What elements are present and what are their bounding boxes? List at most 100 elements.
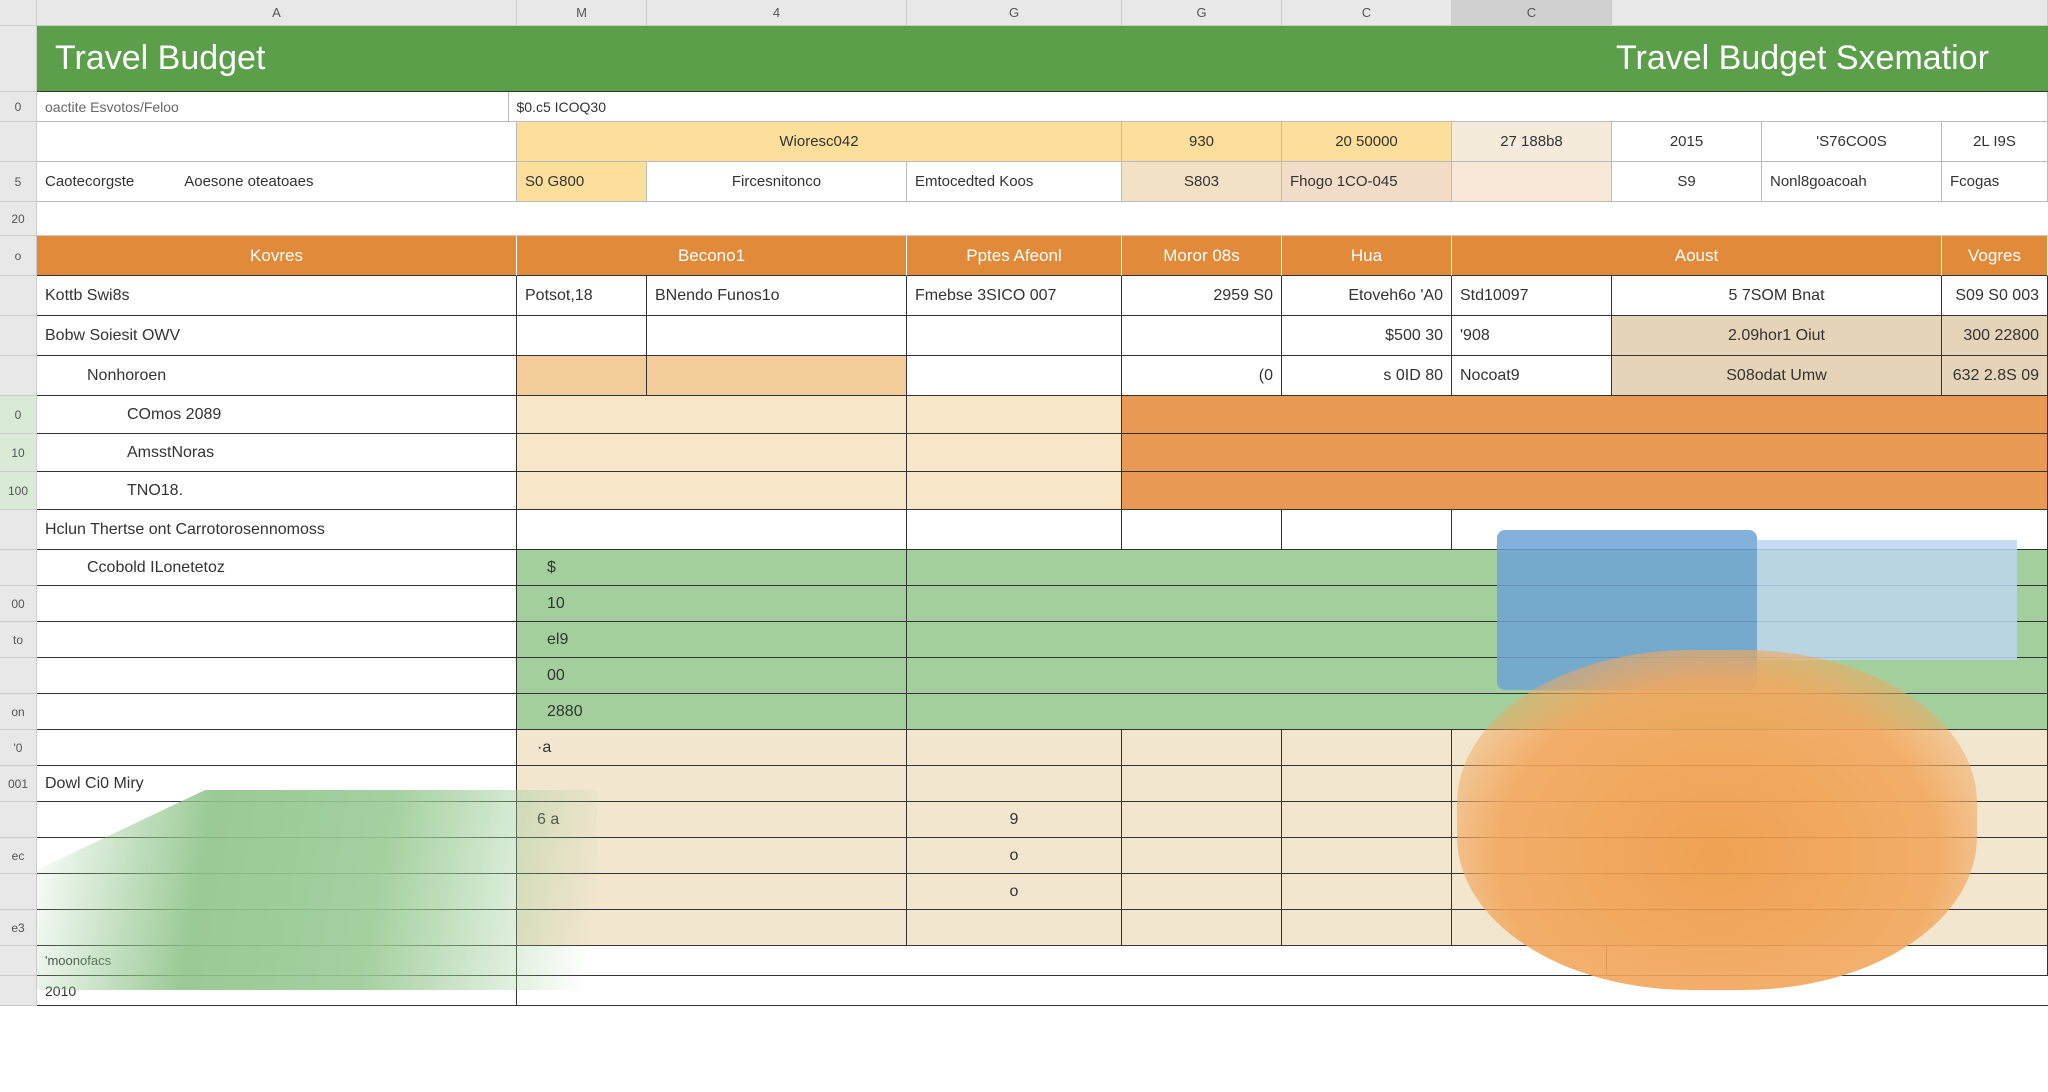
cell[interactable] [1122, 874, 1282, 910]
cell[interactable] [907, 316, 1122, 356]
col-header-d[interactable]: G [907, 0, 1122, 25]
col-header-f[interactable]: C [1282, 0, 1452, 25]
cell[interactable]: el9 [517, 622, 907, 658]
col-header-a[interactable]: A [37, 0, 517, 25]
cell[interactable]: S09 S0 003 [1942, 276, 2048, 316]
cell[interactable] [907, 766, 1122, 802]
row-number[interactable]: 10 [0, 434, 37, 472]
info-cell[interactable]: oactite Esvotos/Feloo [37, 92, 509, 122]
cell[interactable] [907, 510, 1122, 550]
cell[interactable] [37, 874, 517, 910]
cell[interactable]: Kottb Swi8s [37, 276, 517, 316]
row-number[interactable]: 001 [0, 766, 37, 802]
row-number[interactable] [0, 976, 37, 1006]
row-number[interactable] [0, 874, 37, 910]
cell[interactable] [517, 472, 907, 510]
row-number[interactable]: 20 [0, 202, 37, 236]
info-cell[interactable]: S0 G800 [517, 162, 647, 202]
row-number[interactable] [0, 122, 37, 162]
cell[interactable]: o [907, 874, 1122, 910]
cell[interactable] [1452, 730, 2048, 766]
cell[interactable] [907, 472, 1122, 510]
cell[interactable]: $500 30 [1282, 316, 1452, 356]
cell[interactable] [1282, 802, 1452, 838]
cell[interactable] [907, 396, 1122, 434]
info-cell[interactable] [1452, 162, 1612, 202]
cell[interactable] [907, 658, 2048, 694]
info-cell[interactable]: 27 188b8 [1452, 122, 1612, 162]
cell[interactable]: TNO18. [37, 472, 517, 510]
cell[interactable]: Bobw Soiesit OWV [37, 316, 517, 356]
cell[interactable] [517, 396, 907, 434]
info-cell[interactable]: $0.c5 ICOQ30 [509, 92, 2048, 122]
cell[interactable] [1282, 874, 1452, 910]
row-number[interactable] [0, 510, 37, 550]
row-number[interactable]: ec [0, 838, 37, 874]
cell[interactable] [907, 550, 2048, 586]
info-cell[interactable]: Fcogas [1942, 162, 2048, 202]
info-cell[interactable]: Wioresc042 [517, 122, 1122, 162]
cell[interactable] [907, 910, 1122, 946]
row-number[interactable]: on [0, 694, 37, 730]
cell[interactable] [1282, 910, 1452, 946]
cell[interactable]: 632 2.8S 09 [1942, 356, 2048, 396]
footer-cell[interactable]: 2010 [37, 976, 517, 1006]
row-number[interactable] [0, 356, 37, 396]
cell[interactable]: (0 [1122, 356, 1282, 396]
cell[interactable] [1122, 472, 2048, 510]
cell[interactable] [1122, 766, 1282, 802]
cell[interactable] [37, 622, 517, 658]
row-number[interactable] [0, 658, 37, 694]
cell[interactable] [1452, 838, 2048, 874]
info-cell[interactable]: Caotecorgste Aoesone oteatoaes [37, 162, 517, 202]
cell[interactable] [1282, 510, 1452, 550]
cell[interactable]: $ [517, 550, 907, 586]
col-header-e[interactable]: G [1122, 0, 1282, 25]
row-number[interactable] [0, 802, 37, 838]
cell[interactable] [517, 976, 2048, 1006]
col-header-rest[interactable] [1612, 0, 2048, 25]
table-header[interactable]: Aoust [1452, 236, 1942, 276]
row-number[interactable]: '0 [0, 730, 37, 766]
cell[interactable] [37, 658, 517, 694]
cell[interactable]: ·a [517, 730, 907, 766]
row-number[interactable]: o [0, 236, 37, 276]
cell[interactable]: Nocoat9 [1452, 356, 1612, 396]
info-cell[interactable]: Emtocedted Koos [907, 162, 1122, 202]
cell[interactable] [1122, 802, 1282, 838]
table-header[interactable]: Pptes Afeonl [907, 236, 1122, 276]
cell[interactable] [1452, 874, 2048, 910]
cell[interactable]: Potsot,18 [517, 276, 647, 316]
cell[interactable] [907, 356, 1122, 396]
info-cell[interactable]: Fhogo 1CO-045 [1282, 162, 1452, 202]
cell[interactable] [37, 694, 517, 730]
cell[interactable] [907, 730, 1122, 766]
table-header[interactable]: Moror 08s [1122, 236, 1282, 276]
cell[interactable] [517, 316, 647, 356]
row-number[interactable]: to [0, 622, 37, 658]
section-label[interactable]: Hclun Thertse ont Carrotorosennomoss [37, 510, 517, 550]
cell[interactable] [1282, 838, 1452, 874]
info-cell[interactable]: 930 [1122, 122, 1282, 162]
row-number[interactable]: 0 [0, 396, 37, 434]
table-header[interactable]: Kovres [37, 236, 517, 276]
cell[interactable] [907, 586, 2048, 622]
title-left[interactable]: Travel Budget [37, 26, 1602, 92]
cell[interactable] [517, 510, 907, 550]
info-cell[interactable]: 2L I9S [1942, 122, 2048, 162]
info-cell[interactable]: 'S76CO0S [1762, 122, 1942, 162]
row-number[interactable]: 100 [0, 472, 37, 510]
col-header-c[interactable]: 4 [647, 0, 907, 25]
cell[interactable] [1452, 510, 2048, 550]
cell[interactable]: 2880 [517, 694, 907, 730]
cell[interactable]: o [907, 838, 1122, 874]
cell[interactable]: S08odat Umw [1612, 356, 1942, 396]
cell[interactable]: BNendo Funos1o [647, 276, 907, 316]
row-number[interactable]: 5 [0, 162, 37, 202]
cell[interactable]: 10 [517, 586, 907, 622]
cell[interactable] [37, 586, 517, 622]
cell[interactable] [1282, 730, 1452, 766]
title-right[interactable]: Travel Budget Sxematior [1602, 26, 2048, 92]
cell[interactable] [517, 838, 907, 874]
cell[interactable] [1452, 802, 2048, 838]
